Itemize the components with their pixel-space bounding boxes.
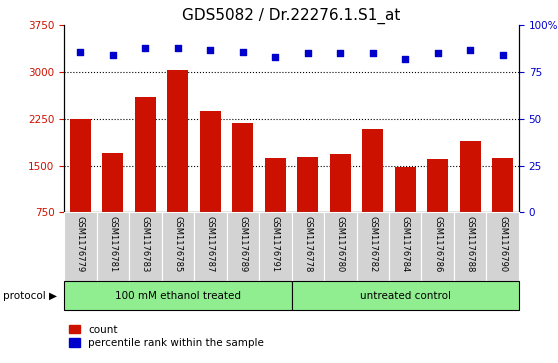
Bar [102,153,123,259]
Point [401,56,410,62]
Text: GSM1176781: GSM1176781 [108,216,117,272]
Bar [97,212,129,281]
Bar [487,212,519,281]
Point [433,50,442,56]
Bar [64,281,291,310]
Text: GSM1176782: GSM1176782 [368,216,377,272]
Point [238,49,247,54]
Text: GSM1176791: GSM1176791 [271,216,280,272]
Text: GSM1176789: GSM1176789 [238,216,247,272]
Text: GSM1176785: GSM1176785 [174,216,182,272]
Bar [362,129,383,259]
Title: GDS5082 / Dr.22276.1.S1_at: GDS5082 / Dr.22276.1.S1_at [182,8,401,24]
Bar [389,212,421,281]
Point [141,45,150,51]
Bar [129,212,162,281]
Legend: count, percentile rank within the sample: count, percentile rank within the sample [69,325,264,348]
Point [498,52,507,58]
Point [206,47,215,53]
Point [174,45,182,51]
Bar [64,212,97,281]
Bar [330,154,351,259]
Point [368,50,377,56]
Text: GSM1176788: GSM1176788 [466,216,475,272]
Bar [492,158,513,259]
Point [108,52,117,58]
Bar [70,119,91,259]
Bar [162,212,194,281]
Text: GSM1176780: GSM1176780 [336,216,345,272]
Text: 100 mM ethanol treated: 100 mM ethanol treated [115,291,241,301]
Point [304,50,312,56]
Bar [167,70,189,259]
Bar [200,111,221,259]
Text: GSM1176786: GSM1176786 [433,216,442,272]
Text: GSM1176778: GSM1176778 [304,216,312,272]
Bar [194,212,227,281]
Bar [264,158,286,259]
Bar [324,212,357,281]
Text: GSM1176779: GSM1176779 [76,216,85,272]
Text: protocol ▶: protocol ▶ [3,291,57,301]
Bar [291,212,324,281]
Point [466,47,475,53]
Bar [421,212,454,281]
Point [336,50,345,56]
Text: GSM1176787: GSM1176787 [206,216,215,272]
Point [76,49,85,54]
Text: untreated control: untreated control [360,291,451,301]
Bar [460,141,481,259]
Text: GSM1176790: GSM1176790 [498,216,507,272]
Point [271,54,280,60]
Bar [135,97,156,259]
Bar [454,212,487,281]
Bar [232,123,253,259]
Text: GSM1176783: GSM1176783 [141,216,150,272]
Bar [357,212,389,281]
Bar [259,212,291,281]
Bar [427,159,448,259]
Bar [395,167,416,259]
Bar [291,281,519,310]
Bar [297,157,319,259]
Text: GSM1176784: GSM1176784 [401,216,410,272]
Bar [227,212,259,281]
